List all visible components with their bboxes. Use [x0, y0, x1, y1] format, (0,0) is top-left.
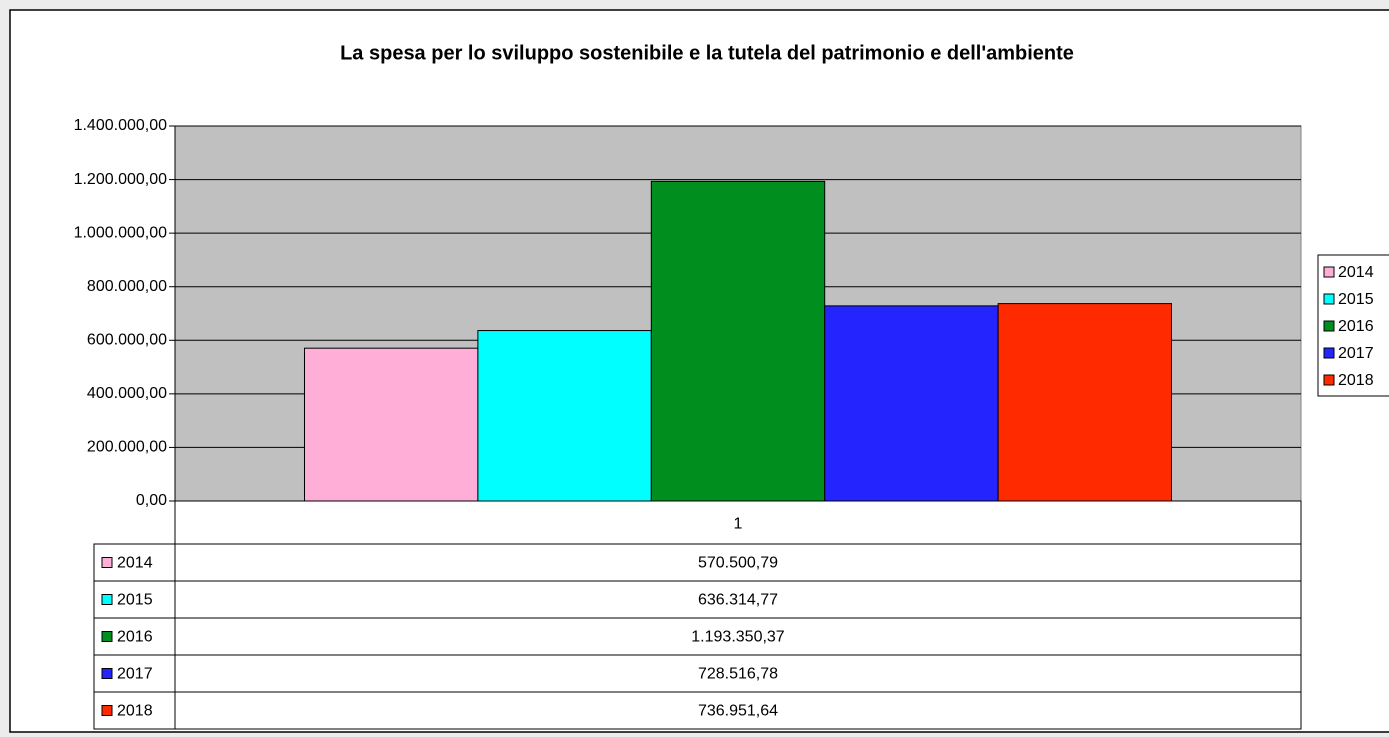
- legend-label: 2014: [1338, 264, 1374, 281]
- legend-key: [1323, 374, 1335, 386]
- y-tick-label: 1.000.000,00: [74, 224, 168, 241]
- legend-label: 2018: [1338, 372, 1374, 389]
- data-label: 1.193.350,37: [691, 629, 785, 646]
- table-series-name: 2018: [117, 703, 153, 720]
- y-tick-label: 600.000,00: [87, 332, 167, 349]
- table-series-name: 2016: [117, 629, 153, 646]
- table-legend-key: [101, 668, 113, 679]
- bar: [650, 180, 826, 502]
- legend-key: [1323, 293, 1335, 305]
- table-legend-key: [101, 594, 113, 605]
- table-series-name: 2017: [117, 666, 153, 683]
- x-tick-label: 1: [734, 516, 743, 533]
- y-tick-label: 0,00: [136, 492, 167, 509]
- table-legend-key: [101, 557, 113, 568]
- y-tick-label: 1.400.000,00: [74, 117, 168, 134]
- legend-key: [1323, 320, 1335, 332]
- data-label: 570.500,79: [698, 555, 778, 572]
- data-label: 728.516,78: [698, 666, 778, 683]
- table-value-cell: [174, 617, 1302, 656]
- legend-label: 2015: [1338, 291, 1374, 308]
- table-legend-key: [101, 631, 113, 642]
- table-value-cell: [174, 691, 1302, 730]
- bar: [997, 303, 1173, 502]
- legend-key: [1323, 347, 1335, 359]
- table-legend-key: [101, 705, 113, 716]
- y-tick-label: 800.000,00: [87, 278, 167, 295]
- table-header-cell: [174, 500, 1302, 545]
- y-tick-label: 200.000,00: [87, 439, 167, 456]
- data-label: 636.314,77: [698, 592, 778, 609]
- legend-label: 2016: [1338, 318, 1374, 335]
- y-tick-label: 1.200.000,00: [74, 171, 168, 188]
- bar: [824, 305, 999, 502]
- data-label: 736.951,64: [698, 703, 778, 720]
- y-tick-label: 400.000,00: [87, 385, 167, 402]
- bar: [477, 330, 652, 502]
- legend-label: 2017: [1338, 345, 1374, 362]
- table-series-name: 2014: [117, 555, 153, 572]
- legend-key: [1323, 266, 1335, 278]
- chart-title: La spesa per lo sviluppo sostenibile e l…: [340, 42, 1074, 64]
- table-series-name: 2015: [117, 592, 153, 609]
- bar: [303, 347, 479, 502]
- table-value-cell: [174, 543, 1302, 582]
